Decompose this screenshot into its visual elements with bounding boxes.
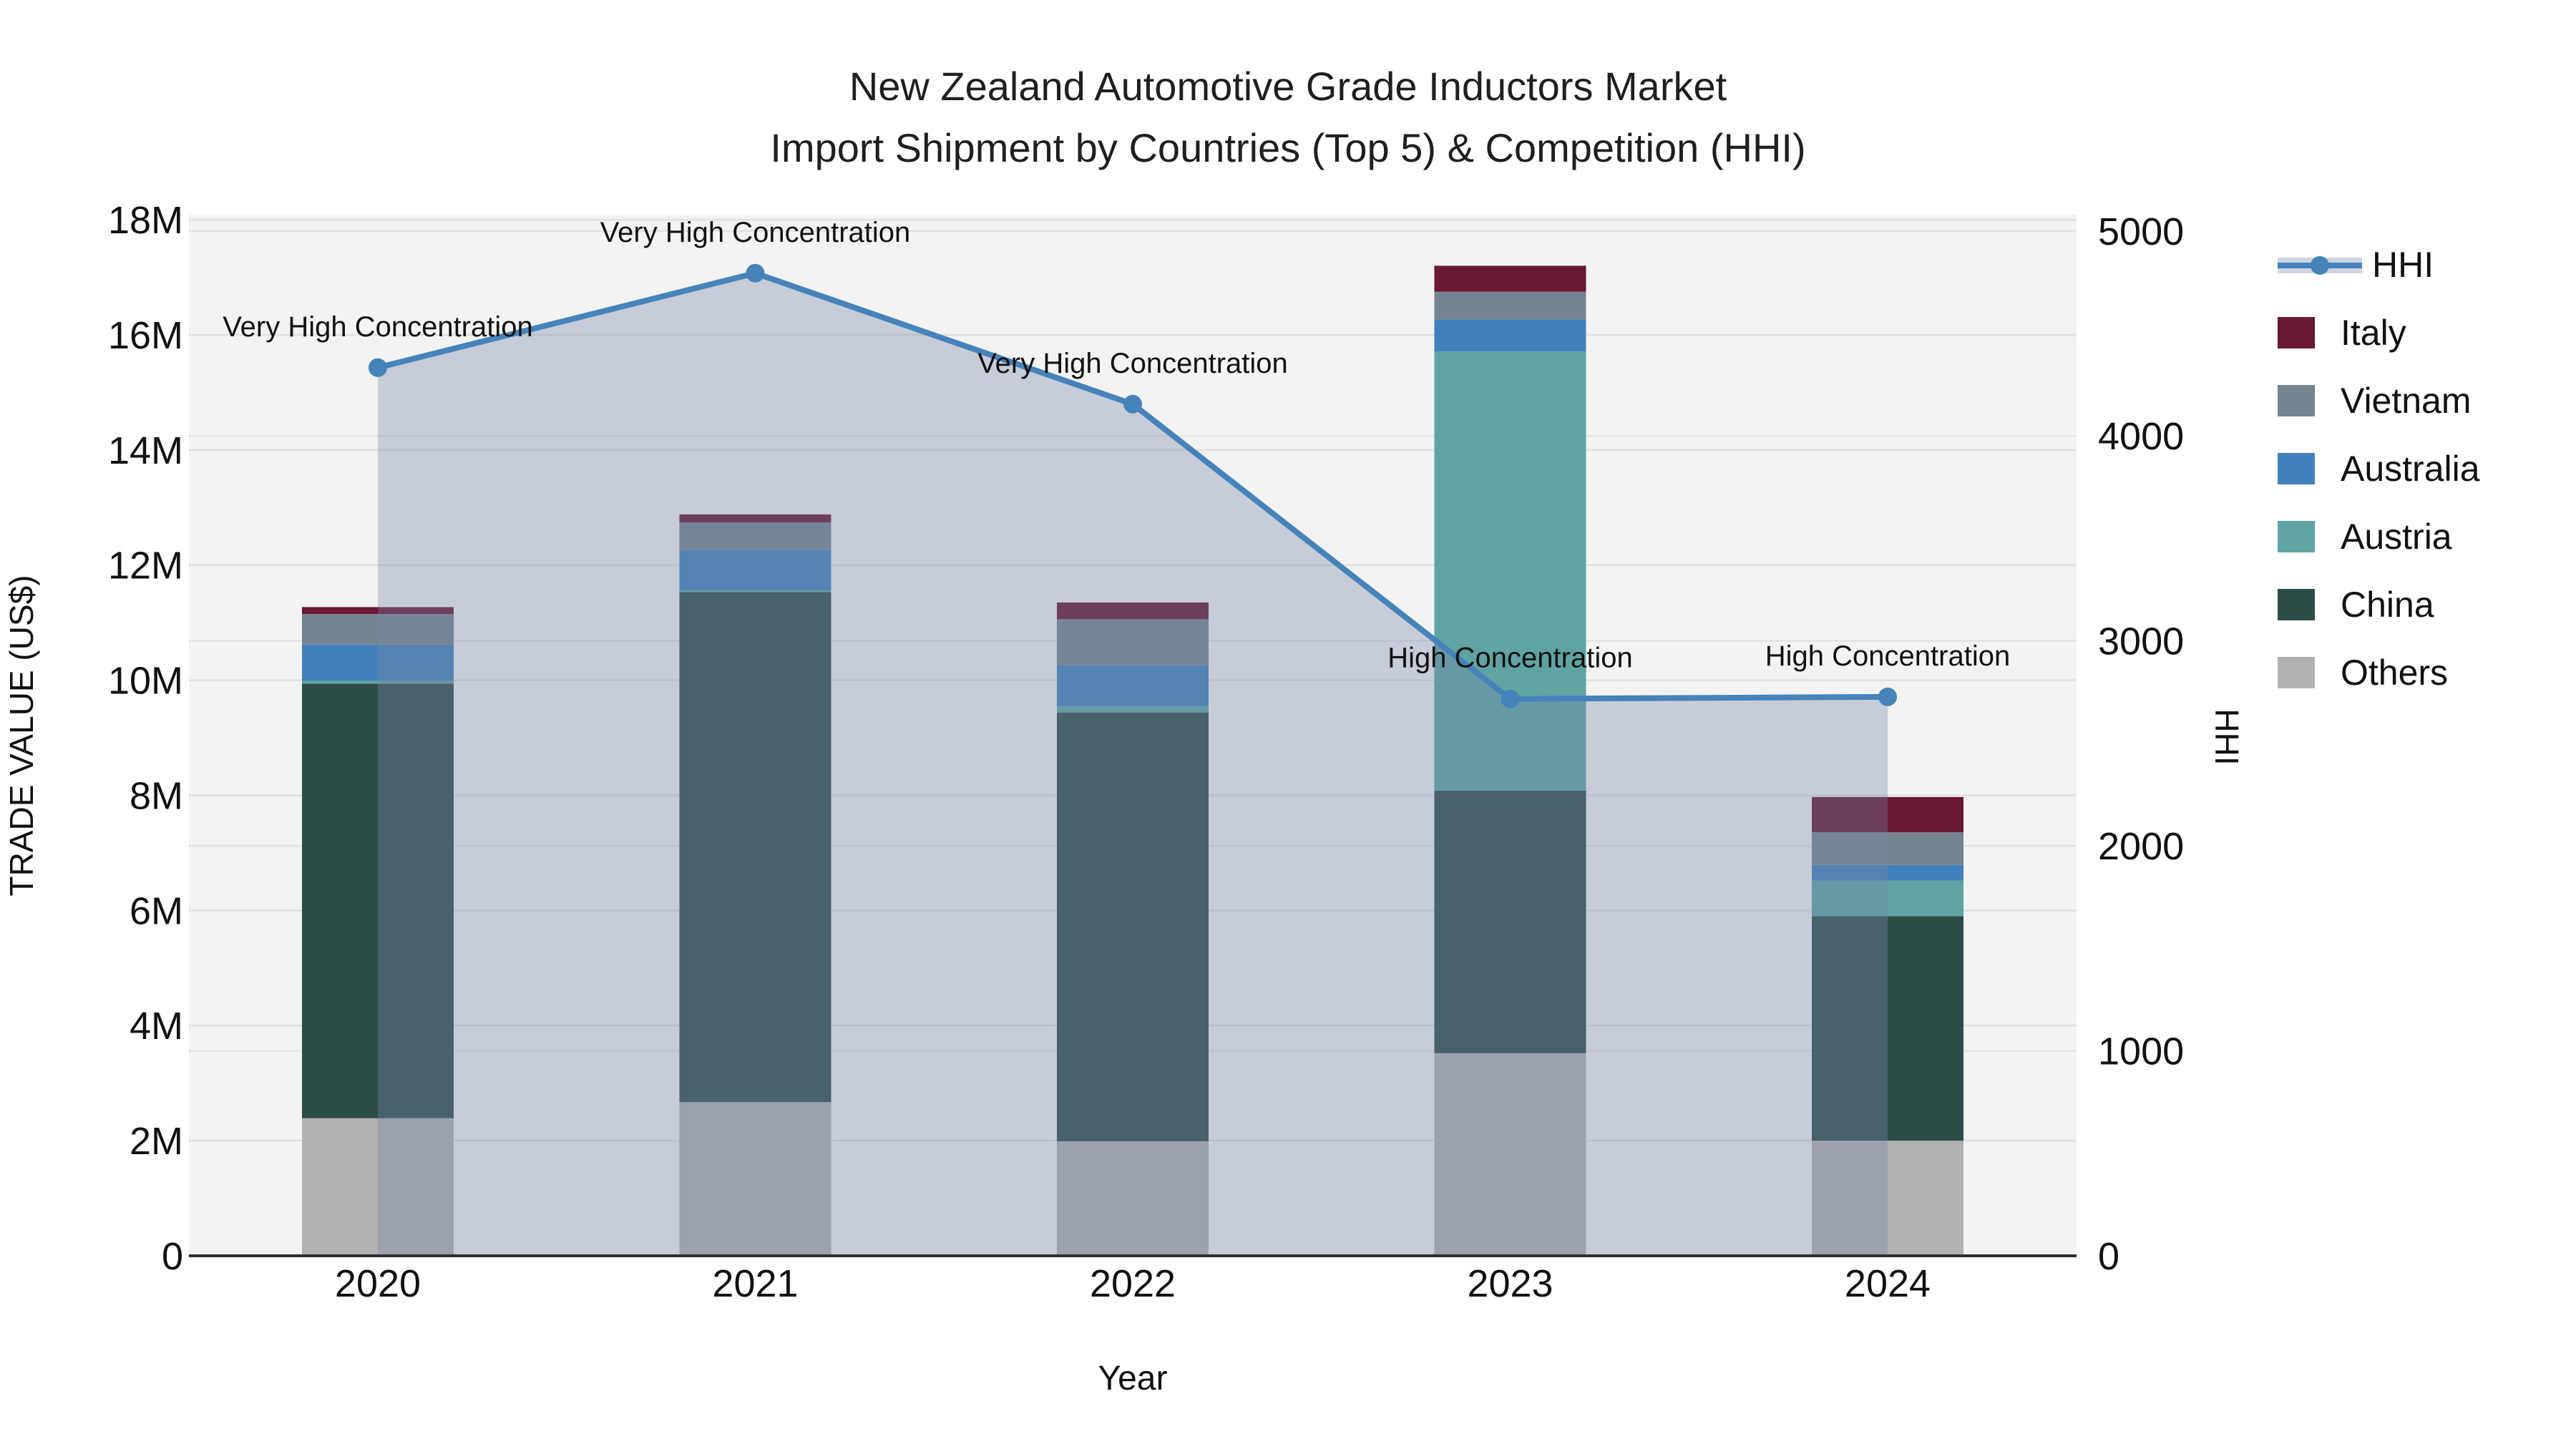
legend-label-vietnam: Vietnam — [2341, 380, 2472, 421]
right-tick-label: 2000 — [2098, 825, 2184, 868]
annotation-2021: Very High Concentration — [600, 217, 911, 248]
legend-swatch-australia — [2278, 452, 2315, 484]
bar-segment-others-2021 — [679, 1102, 831, 1256]
legend-item-vietnam: Vietnam — [2278, 366, 2480, 434]
x-tick-label-2020: 2020 — [335, 1262, 421, 1305]
legend-item-hhi: HHI — [2278, 230, 2480, 298]
legend-item-others: Others — [2278, 638, 2480, 706]
left-tick-label: 2M — [130, 1120, 183, 1163]
chart-title-line2: Import Shipment by Countries (Top 5) & C… — [770, 125, 1806, 170]
bar-segment-vietnam-2020 — [302, 614, 454, 645]
bar-segment-china-2022 — [1057, 712, 1209, 1141]
legend-hhi-line-icon — [2278, 249, 2362, 280]
hhi-area — [378, 273, 1888, 1257]
legend-label-china: China — [2341, 584, 2434, 625]
legend-label-austria: Austria — [2341, 516, 2452, 557]
bar-segment-italy-2021 — [679, 514, 831, 523]
legend-label-australia: Australia — [2341, 448, 2480, 489]
bar-segment-china-2024 — [1812, 916, 1963, 1141]
bar-segment-austria-2020 — [302, 680, 454, 684]
bar-segment-china-2021 — [679, 592, 831, 1103]
bar-segment-australia-2021 — [679, 550, 831, 591]
right-tick-label: 1000 — [2098, 1030, 2184, 1073]
y-axis-title-left: TRADE VALUE (US$) — [3, 575, 40, 896]
left-tick-label: 16M — [108, 314, 183, 357]
legend-swatch-china — [2278, 588, 2315, 620]
bar-segment-italy-2023 — [1434, 265, 1586, 292]
bar-segment-china-2023 — [1434, 791, 1586, 1053]
y-axis-title-right: HHI — [2208, 708, 2245, 765]
legend-item-austria: Austria — [2278, 502, 2480, 570]
x-tick-label-2024: 2024 — [1845, 1262, 1931, 1305]
legend-label-hhi: HHI — [2372, 244, 2434, 285]
chart-legend: HHI Italy Vietnam Australia Austria China Othe… — [2278, 230, 2480, 706]
legend-swatch-austria — [2278, 520, 2315, 552]
bar-segment-austria-2022 — [1057, 706, 1209, 713]
legend-item-australia: Australia — [2278, 434, 2480, 502]
bar-segment-others-2022 — [1057, 1141, 1209, 1256]
legend-swatch-others — [2278, 656, 2315, 688]
bar-segment-others-2023 — [1434, 1053, 1586, 1256]
bar-segment-others-2020 — [302, 1118, 454, 1256]
x-tick-label-2022: 2022 — [1090, 1262, 1176, 1305]
right-tick-label: 4000 — [2098, 415, 2184, 458]
hhi-marker-2021 — [746, 263, 765, 283]
bar-segment-austria-2023 — [1434, 351, 1586, 791]
bar-segment-australia-2020 — [302, 644, 454, 681]
annotation-2022: Very High Concentration — [977, 348, 1288, 379]
left-tick-label: 8M — [130, 774, 183, 817]
bar-segment-china-2020 — [302, 683, 454, 1118]
left-tick-label: 6M — [130, 889, 183, 932]
x-tick-label-2023: 2023 — [1467, 1262, 1553, 1305]
chart-title: New Zealand Automotive Grade Inductors M… — [572, 56, 2004, 179]
annotation-2024: High Concentration — [1765, 640, 2010, 672]
legend-item-italy: Italy — [2278, 298, 2480, 366]
hhi-marker-2022 — [1123, 394, 1142, 414]
hhi-marker-2020 — [369, 358, 387, 377]
right-tick-label: 3000 — [2098, 620, 2184, 663]
bar-segment-vietnam-2024 — [1812, 831, 1963, 865]
bar-segment-austria-2024 — [1812, 880, 1963, 917]
hhi-marker-2023 — [1501, 689, 1520, 708]
x-axis-title: Year — [1098, 1360, 1168, 1397]
legend-swatch-vietnam — [2278, 384, 2315, 416]
bar-segment-others-2024 — [1812, 1141, 1963, 1256]
left-tick-label: 14M — [108, 429, 183, 472]
bar-segment-vietnam-2021 — [679, 522, 831, 550]
bar-segment-australia-2023 — [1434, 319, 1586, 352]
bar-segment-australia-2022 — [1057, 665, 1209, 706]
bar-segment-vietnam-2023 — [1434, 291, 1586, 320]
left-tick-label: 10M — [108, 660, 183, 703]
bar-segment-italy-2022 — [1057, 602, 1209, 620]
left-tick-label: 12M — [108, 545, 183, 587]
bar-segment-italy-2024 — [1812, 796, 1963, 832]
chart-title-line1: New Zealand Automotive Grade Inductors M… — [849, 64, 1727, 109]
hhi-marker-2024 — [1878, 687, 1897, 706]
bar-segment-italy-2020 — [302, 607, 454, 615]
annotation-2023: High Concentration — [1387, 643, 1632, 674]
legend-swatch-italy — [2278, 316, 2315, 348]
right-tick-label: 0 — [2098, 1235, 2119, 1278]
annotation-2020: Very High Concentration — [223, 311, 533, 343]
left-tick-label: 18M — [108, 199, 183, 242]
legend-item-china: China — [2278, 570, 2480, 638]
legend-label-italy: Italy — [2341, 312, 2406, 353]
left-tick-label: 0 — [162, 1235, 183, 1278]
legend-label-others: Others — [2341, 652, 2449, 693]
bar-segment-vietnam-2022 — [1057, 619, 1209, 665]
x-tick-label-2021: 2021 — [712, 1262, 798, 1305]
bar-segment-australia-2024 — [1812, 864, 1963, 881]
right-tick-label: 5000 — [2098, 210, 2184, 253]
bar-segment-austria-2021 — [679, 590, 831, 592]
left-tick-label: 4M — [130, 1005, 183, 1048]
